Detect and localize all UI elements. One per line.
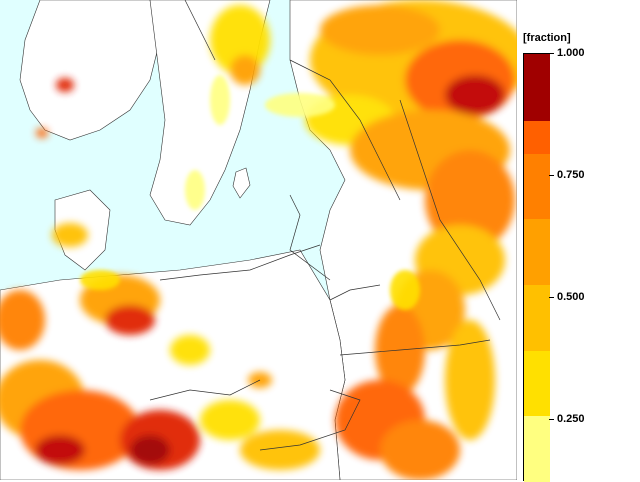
color-legend: [fraction] 1.000 0.750 0.500 0.250 [517, 0, 640, 482]
legend-tick-label: 0.750 [557, 169, 585, 181]
legend-tick [549, 53, 554, 54]
legend-swatch [524, 218, 550, 285]
fraction-map [0, 0, 517, 480]
map-panel[interactable] [0, 0, 518, 480]
legend-color-bar [523, 53, 550, 482]
legend-swatch [524, 349, 550, 417]
legend-unit-label: [fraction] [523, 32, 571, 44]
legend-tick-label: 0.500 [557, 291, 585, 303]
fraction-field [0, 0, 517, 480]
legend-tick [549, 175, 554, 176]
legend-swatch [524, 415, 550, 482]
border-lines [149, 0, 501, 451]
legend-swatch [524, 152, 550, 220]
legend-tick-label: 0.250 [557, 413, 585, 425]
legend-tick [549, 297, 554, 298]
legend-tick-label: 1.000 [557, 47, 585, 59]
legend-swatch [524, 283, 550, 351]
legend-tick [549, 419, 554, 420]
legend-swatch [524, 54, 550, 121]
